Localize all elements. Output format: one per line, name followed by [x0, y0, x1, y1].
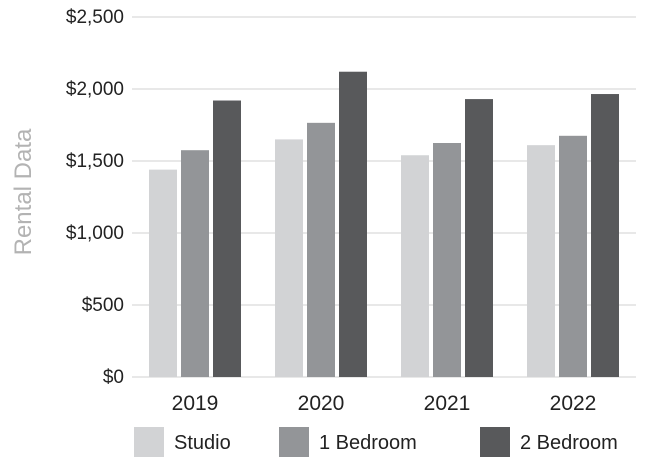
y-tick-label: $1,500 — [66, 151, 124, 172]
y-tick-label: $1,000 — [66, 223, 124, 244]
x-tick-label: 2022 — [550, 392, 597, 415]
legend-label: 1 Bedroom — [319, 432, 417, 454]
bar-2-bedroom-2021 — [465, 99, 493, 377]
y-tick-label: $2,500 — [66, 7, 124, 28]
bar-2-bedroom-2019 — [213, 100, 241, 378]
bar-1-bedroom-2020 — [307, 122, 335, 377]
legend-item-2-bedroom: 2 Bedroom — [480, 427, 618, 457]
bar-studio-2019 — [149, 169, 177, 377]
bar-2-bedroom-2020 — [339, 71, 367, 377]
y-axis-ticks: $0 $500 $1,000 $1,500 $2,000 $2,500 — [66, 7, 124, 388]
legend-label: Studio — [174, 432, 231, 454]
y-tick-label: $0 — [103, 367, 124, 388]
bar-studio-2020 — [275, 139, 303, 377]
legend-item-1-bedroom: 1 Bedroom — [279, 427, 417, 457]
legend-label: 2 Bedroom — [520, 432, 618, 454]
x-tick-label: 2021 — [424, 392, 471, 415]
x-tick-label: 2019 — [172, 392, 219, 415]
y-tick-label: $2,000 — [66, 79, 124, 100]
legend-swatch — [480, 427, 510, 457]
bar-1-bedroom-2019 — [181, 150, 209, 377]
legend-item-studio: Studio — [134, 427, 231, 457]
y-tick-label: $500 — [82, 295, 124, 316]
bar-1-bedroom-2022 — [559, 135, 587, 377]
y-axis-label: Rental Data — [10, 128, 37, 255]
bar-studio-2022 — [527, 145, 555, 377]
x-tick-label: 2020 — [298, 392, 345, 415]
legend: Studio 1 Bedroom 2 Bedroom — [134, 427, 618, 457]
bar-1-bedroom-2021 — [433, 143, 461, 377]
bars — [149, 71, 619, 378]
bar-2-bedroom-2022 — [591, 94, 619, 377]
legend-swatch — [279, 427, 309, 457]
bar-studio-2021 — [401, 155, 429, 377]
x-axis-ticks: 2019 2020 2021 2022 — [172, 392, 597, 415]
legend-swatch — [134, 427, 164, 457]
